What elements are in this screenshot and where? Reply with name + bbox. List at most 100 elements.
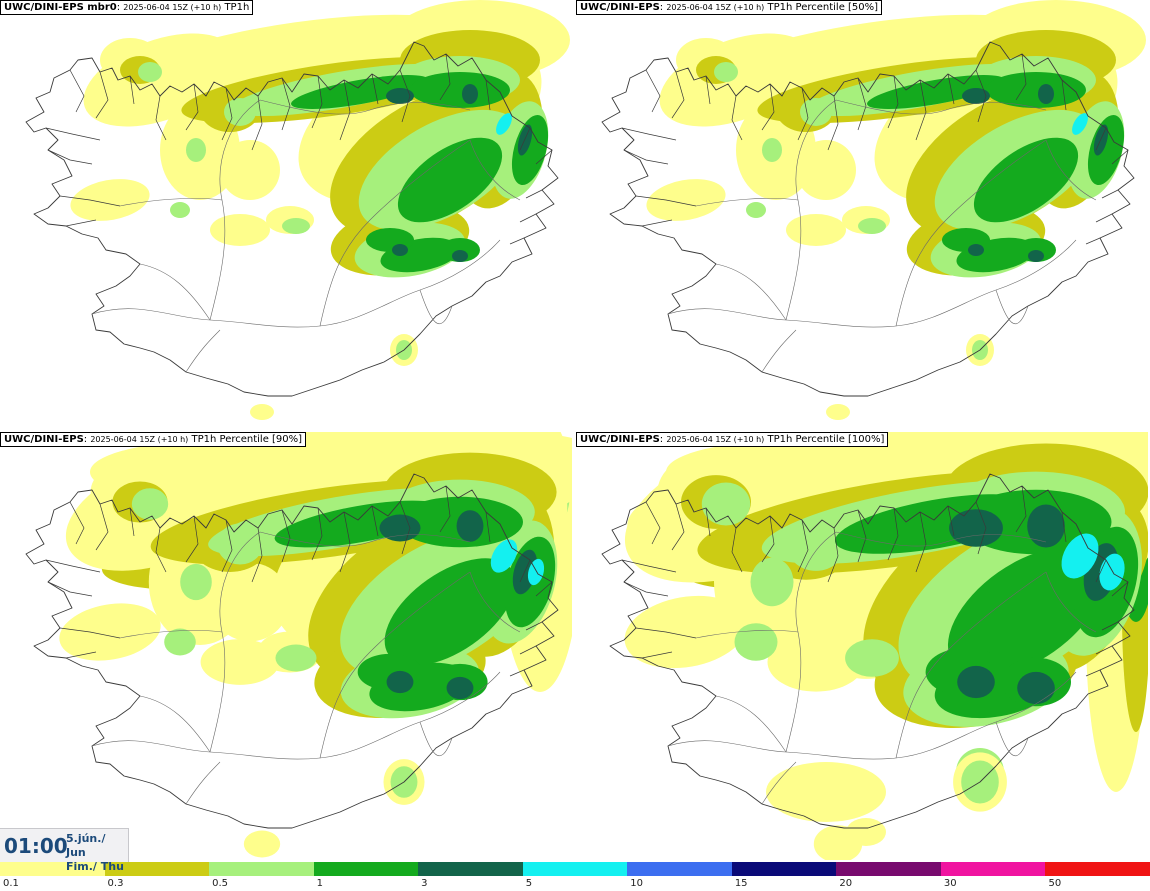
fjord-line [623,581,669,597]
legend-swatch [1045,862,1150,876]
date-line-2: Fim./ Thu [66,860,124,873]
fjord-line [635,627,697,639]
fjord-line [535,149,553,165]
precip-area [446,676,474,700]
precip-map [25,432,572,858]
precip-area [386,670,414,694]
fjord-line [251,527,263,583]
fjord-line [339,79,351,141]
fjord-line [59,627,121,639]
fjord-line [69,69,85,113]
road-line [895,571,1047,759]
legend-label: 15 [734,878,748,889]
coastline [601,473,1135,829]
precip-area [291,75,429,109]
road-line [995,289,1029,324]
fjord-line [635,195,697,207]
precip-area [973,137,1079,223]
precip-color-legend: 0.1 0.3 0.5 1 3 5 10 15 20 30 50 [0,862,1150,891]
road-line [185,329,221,373]
precip-area [517,124,533,156]
fjord-line [705,507,711,537]
legend-label: 0.1 [3,878,19,889]
fjord-line [1101,189,1119,199]
precip-area [462,84,478,104]
precip-area [813,825,863,860]
valid-time-date: 5.jún./ Jun Fim./ Thu [66,832,128,874]
road-line [785,99,837,321]
run-info: 2025-06-04 15Z (+10 h) [666,435,765,444]
road-line [419,721,453,756]
precip-area [968,244,984,256]
fjord-line [69,501,85,545]
precip-area [750,557,794,607]
precip-area [186,138,206,162]
precip-area [766,762,886,822]
fjord-line [1101,621,1119,631]
precip-area [164,628,196,656]
road-line [319,571,471,759]
road-line [695,198,799,207]
fjord-line [155,527,167,573]
fjord-line [887,75,899,129]
road-line [667,239,1077,328]
fjord-line [671,503,685,551]
precip-area [962,88,990,104]
fjord-line [645,501,661,545]
precip-area [210,562,290,642]
fjord-line [975,501,987,555]
precip-area [1027,504,1065,548]
road-line [139,263,211,321]
road-line [139,695,211,753]
precip-area [624,595,748,669]
precip-area [646,179,726,221]
road-line [319,139,471,327]
panel-title: UWC/DINI-EPS: 2025-06-04 15Z (+10 h) TP1… [576,0,883,15]
fjord-line [761,83,775,131]
map-panel-p90: UWC/DINI-EPS: 2025-06-04 15Z (+10 h) TP1… [0,432,572,860]
fjord-line [857,77,867,131]
fjord-line [439,485,451,533]
fjord-line [59,195,121,207]
valid-time-box: 01:00 5.jún./ Jun Fim./ Thu [0,828,129,873]
coastline [25,41,559,397]
fjord-line [525,189,543,199]
model-name: UWC/DINI-EPS [580,2,660,13]
road-line [419,289,453,324]
road-line [91,239,501,328]
fjord-line [155,95,167,141]
fjord-line [535,581,553,597]
fjord-line [45,559,101,573]
panel-title: UWC/DINI-EPS: 2025-06-04 15Z (+10 h) TP1… [576,432,889,447]
fjord-line [975,69,987,123]
road-line [209,99,261,321]
fjord-line [1061,511,1067,543]
fjord-line [281,509,291,563]
fjord-line [519,127,531,151]
legend-swatch [836,862,942,876]
legend-label: 20 [839,878,853,889]
road-line [835,99,1047,115]
precip-area [180,563,212,601]
precip-area [131,488,169,520]
map-panel-mbr0: UWC/DINI-EPS mbr0: 2025-06-04 15Z (+10 h… [0,0,572,428]
precip-area [786,517,846,571]
precip-area [511,114,549,186]
fjord-line [1061,79,1067,111]
precip-area [70,179,150,221]
fjord-line [251,95,263,151]
road-line [119,630,223,639]
fjord-line [671,71,685,119]
fjord-line [399,501,411,555]
legend-swatch [627,862,733,876]
legend-swatch [104,862,211,876]
fjord-line [519,559,531,583]
road-line [715,695,787,753]
coastline [601,41,1135,397]
fjord-line [129,75,135,105]
precip-area [410,72,510,108]
precip-area [1093,124,1109,156]
model-name: UWC/DINI-EPS [4,434,84,445]
precip-map [25,0,570,420]
date-line-1: 5.jún./ Jun [66,832,106,859]
